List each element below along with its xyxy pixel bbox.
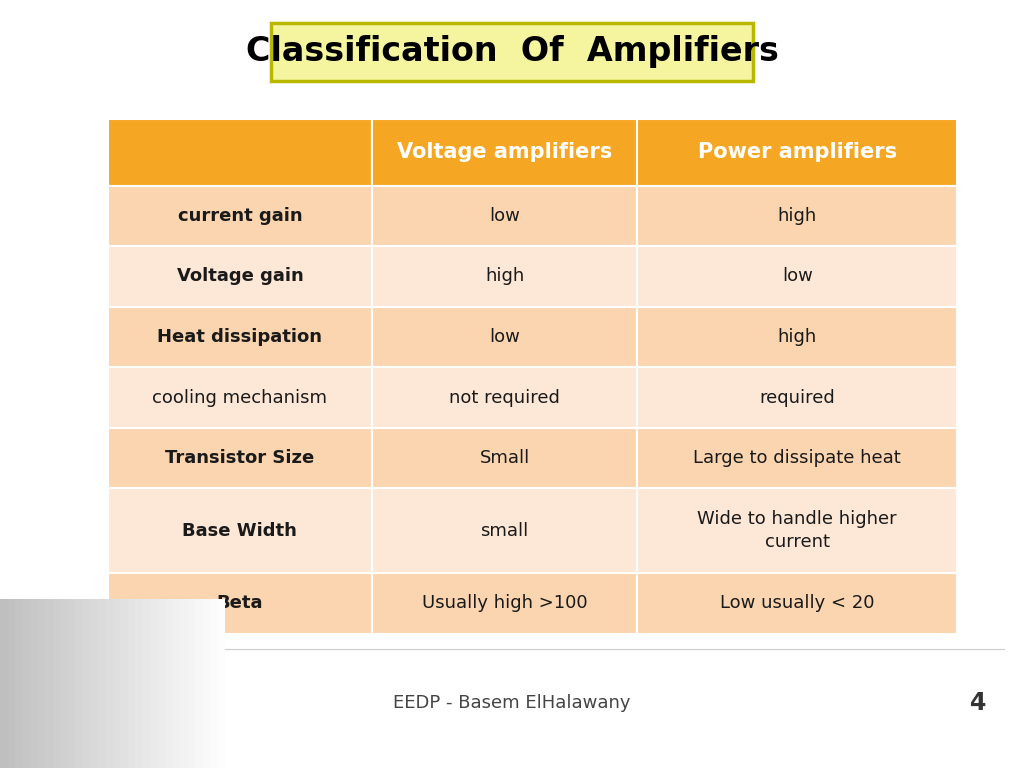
Bar [373,119,637,186]
Text: low: low [489,328,520,346]
Bar [108,247,373,306]
Bar [637,119,957,186]
Text: Wide to handle higher
current: Wide to handle higher current [697,510,897,551]
Bar [105,599,113,768]
Bar [108,488,373,573]
Bar [83,599,90,768]
Text: Base Width: Base Width [182,521,297,540]
Text: low: low [781,267,813,286]
FancyBboxPatch shape [271,23,753,81]
Bar [637,247,957,306]
Text: Small: Small [479,449,529,467]
Text: Beta: Beta [217,594,263,612]
Bar [108,573,373,634]
Text: 4: 4 [970,690,986,715]
Bar [120,599,128,768]
Text: Voltage gain: Voltage gain [176,267,303,286]
Bar [158,599,165,768]
Bar [128,599,135,768]
Bar [23,599,30,768]
Bar [113,599,120,768]
Bar [45,599,52,768]
Bar [7,599,15,768]
Bar [218,599,225,768]
Bar [108,186,373,247]
Bar [180,599,187,768]
Bar [373,247,637,306]
Bar [142,599,151,768]
Bar [637,488,957,573]
Bar [68,599,75,768]
Bar [0,599,7,768]
Bar [15,599,23,768]
Bar [373,367,637,428]
Bar [165,599,173,768]
Bar [173,599,180,768]
Bar [30,599,38,768]
Bar [637,306,957,367]
Bar [75,599,83,768]
Bar [637,573,957,634]
Text: high: high [777,207,817,225]
Bar [637,186,957,247]
Text: Transistor Size: Transistor Size [165,449,314,467]
Text: high: high [485,267,524,286]
Bar [52,599,60,768]
Text: Low usually < 20: Low usually < 20 [720,594,874,612]
Text: small: small [480,521,528,540]
Bar [637,367,957,428]
Text: low: low [489,207,520,225]
Bar [373,186,637,247]
Text: cooling mechanism: cooling mechanism [153,389,328,406]
Bar [97,599,105,768]
Text: required: required [760,389,836,406]
Bar [135,599,142,768]
Bar [373,306,637,367]
Bar [151,599,158,768]
Bar [108,367,373,428]
Text: Classification  Of  Amplifiers: Classification Of Amplifiers [246,35,778,68]
Text: Heat dissipation: Heat dissipation [158,328,323,346]
Bar [373,428,637,488]
Bar [38,599,45,768]
Bar [637,428,957,488]
Text: Voltage amplifiers: Voltage amplifiers [397,142,612,162]
Bar [196,599,203,768]
Bar [187,599,196,768]
Text: high: high [777,328,817,346]
Text: Power amplifiers: Power amplifiers [697,142,897,162]
Bar [373,488,637,573]
Text: Usually high >100: Usually high >100 [422,594,588,612]
Bar [108,428,373,488]
Text: Large to dissipate heat: Large to dissipate heat [693,449,901,467]
Bar [373,573,637,634]
Bar [60,599,68,768]
Text: EEDP - Basem ElHalawany: EEDP - Basem ElHalawany [393,694,631,712]
Bar [90,599,97,768]
Text: not required: not required [450,389,560,406]
Bar [210,599,218,768]
Bar [203,599,210,768]
Bar [108,306,373,367]
Bar [108,119,373,186]
Text: current gain: current gain [177,207,302,225]
